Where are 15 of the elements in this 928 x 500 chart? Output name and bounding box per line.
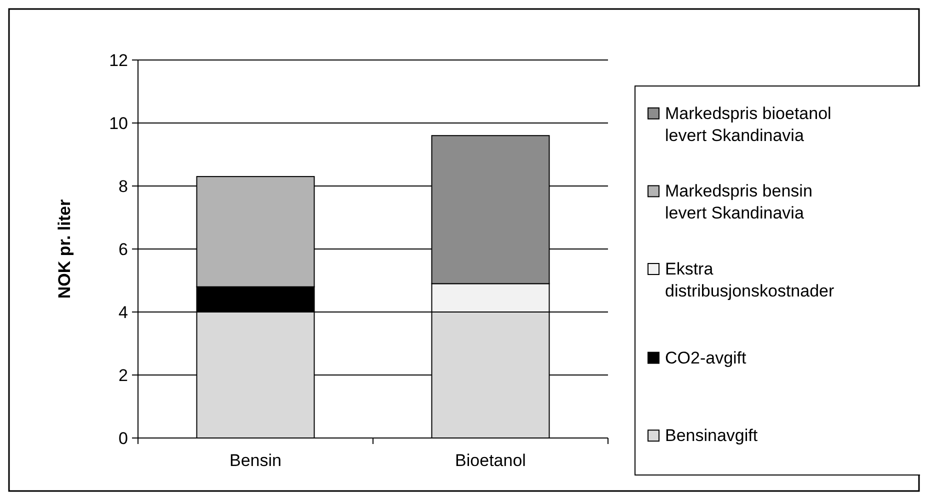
legend-label: Markedspris bensin levert Skandinavia: [665, 182, 812, 223]
x-tick-label: Bioetanol: [455, 451, 526, 470]
y-tick-label: 4: [118, 302, 128, 322]
x-tick-label: Bensin: [230, 451, 282, 470]
y-tick-label: 6: [118, 240, 128, 259]
y-tick-label: 8: [118, 176, 128, 196]
legend-label: CO2-avgift: [665, 348, 747, 368]
legend-label: Markedspris bioetanol levert Skandinavia: [665, 104, 832, 145]
y-tick-label: 12: [109, 50, 128, 70]
y-tick-label: 2: [118, 366, 128, 385]
y-tick-label: 0: [118, 428, 128, 448]
y-axis-title: NOK pr. liter: [55, 199, 74, 299]
legend-label: Ekstra distribusjonskostnader: [665, 260, 834, 300]
legend-label: Bensinavgift: [665, 426, 758, 446]
y-tick-label: 10: [109, 114, 128, 133]
